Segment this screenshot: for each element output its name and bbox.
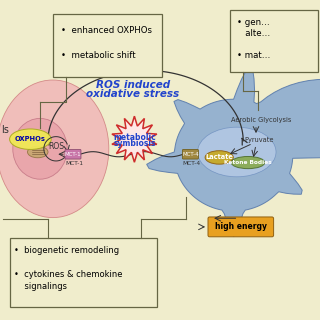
Text: MCT-4: MCT-4 [183, 161, 201, 166]
Text: oxidative stress: oxidative stress [86, 89, 180, 100]
Text: ls: ls [2, 124, 10, 135]
Ellipse shape [0, 80, 109, 218]
Text: Aerobic Glycolysis: Aerobic Glycolysis [231, 117, 291, 123]
Text: symbiosis: symbiosis [113, 139, 156, 148]
Text: •  enhanced OXPHOs

•  metabolic shift: • enhanced OXPHOs • metabolic shift [61, 26, 152, 60]
Text: high energy: high energy [215, 222, 267, 231]
Ellipse shape [198, 127, 276, 177]
Text: •  biogenetic remodeling

•  cytokines & chemokine
    signalings: • biogenetic remodeling • cytokines & ch… [14, 246, 123, 291]
Text: MCT-1: MCT-1 [65, 161, 83, 166]
Ellipse shape [205, 151, 233, 164]
Polygon shape [147, 67, 320, 237]
Text: MCT-1: MCT-1 [65, 152, 81, 157]
Text: Pyruvate: Pyruvate [244, 137, 274, 143]
Polygon shape [112, 116, 157, 162]
Ellipse shape [28, 146, 48, 158]
Text: ROS: ROS [48, 142, 64, 151]
Ellipse shape [231, 156, 265, 169]
FancyBboxPatch shape [65, 149, 81, 159]
Text: OXPHOs: OXPHOs [15, 136, 46, 142]
FancyBboxPatch shape [208, 217, 274, 237]
FancyBboxPatch shape [230, 10, 318, 72]
FancyBboxPatch shape [53, 14, 162, 77]
Ellipse shape [10, 129, 51, 149]
Text: MCT-4: MCT-4 [182, 152, 199, 157]
Text: Lactate: Lactate [205, 155, 233, 160]
Text: metabolic: metabolic [113, 133, 156, 142]
Ellipse shape [13, 118, 67, 179]
Text: • gen…
   alte…

• mat…: • gen… alte… • mat… [237, 18, 270, 60]
FancyBboxPatch shape [182, 149, 198, 159]
Text: Ketone Bodies: Ketone Bodies [224, 160, 272, 165]
FancyBboxPatch shape [10, 238, 157, 307]
Text: ROS induced: ROS induced [96, 80, 170, 90]
